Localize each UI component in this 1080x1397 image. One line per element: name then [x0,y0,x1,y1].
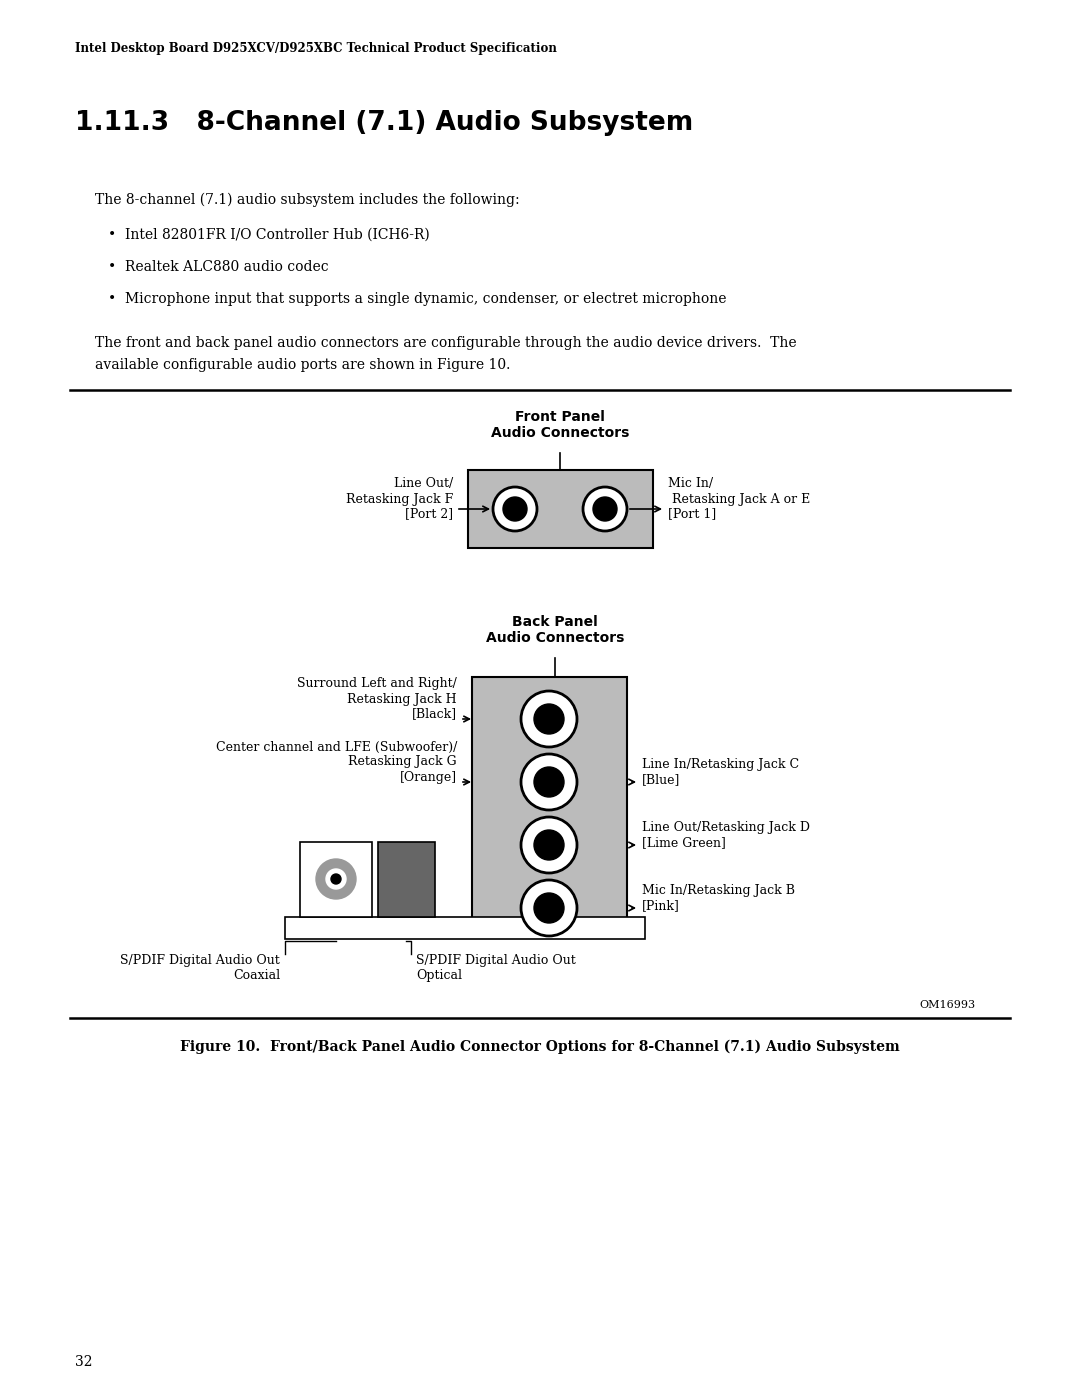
Text: Line Out/
Retasking Jack F
[Port 2]: Line Out/ Retasking Jack F [Port 2] [346,478,453,521]
Bar [285,916,645,939]
Circle shape [521,754,577,810]
Text: Realtek ALC880 audio codec: Realtek ALC880 audio codec [125,260,328,274]
Circle shape [492,488,537,531]
Circle shape [521,817,577,873]
Text: •: • [108,228,117,242]
Circle shape [534,704,564,733]
Circle shape [521,692,577,747]
Circle shape [503,497,527,521]
Bar [472,678,627,928]
Circle shape [330,875,341,884]
Circle shape [534,767,564,798]
Text: Line In/Retasking Jack C
[Blue]: Line In/Retasking Jack C [Blue] [642,759,799,787]
Text: Intel Desktop Board D925XCV/D925XBC Technical Product Specification: Intel Desktop Board D925XCV/D925XBC Tech… [75,42,557,54]
Text: Mic In/Retasking Jack B
[Pink]: Mic In/Retasking Jack B [Pink] [642,884,795,912]
Text: 1.11.3   8-Channel (7.1) Audio Subsystem: 1.11.3 8-Channel (7.1) Audio Subsystem [75,110,693,136]
Text: Back Panel
Audio Connectors: Back Panel Audio Connectors [486,615,624,645]
Text: 32: 32 [75,1355,93,1369]
Circle shape [521,880,577,936]
Text: Microphone input that supports a single dynamic, condenser, or electret micropho: Microphone input that supports a single … [125,292,727,306]
Bar [300,842,372,916]
Text: Surround Left and Right/
Retasking Jack H
[Black]: Surround Left and Right/ Retasking Jack … [297,678,457,721]
Circle shape [534,830,564,861]
Text: OM16993: OM16993 [919,1000,975,1010]
Circle shape [593,497,617,521]
Text: Front Panel
Audio Connectors: Front Panel Audio Connectors [490,409,630,440]
Text: •: • [108,260,117,274]
Circle shape [326,869,346,888]
Text: S/PDIF Digital Audio Out
Coaxial: S/PDIF Digital Audio Out Coaxial [120,954,280,982]
Text: S/PDIF Digital Audio Out
Optical: S/PDIF Digital Audio Out Optical [416,954,576,982]
Circle shape [316,859,356,900]
Circle shape [534,893,564,923]
Text: Intel 82801FR I/O Controller Hub (ICH6-R): Intel 82801FR I/O Controller Hub (ICH6-R… [125,228,430,242]
Text: Center channel and LFE (Subwoofer)/
Retasking Jack G
[Orange]: Center channel and LFE (Subwoofer)/ Reta… [216,740,457,784]
Text: Line Out/Retasking Jack D
[Lime Green]: Line Out/Retasking Jack D [Lime Green] [642,821,810,849]
Text: The 8-channel (7.1) audio subsystem includes the following:: The 8-channel (7.1) audio subsystem incl… [95,193,519,207]
Circle shape [583,488,627,531]
Text: Figure 10.  Front/Back Panel Audio Connector Options for 8-Channel (7.1) Audio S: Figure 10. Front/Back Panel Audio Connec… [180,1039,900,1055]
Text: Mic In/
 Retasking Jack A or E
[Port 1]: Mic In/ Retasking Jack A or E [Port 1] [669,478,810,521]
Text: available configurable audio ports are shown in Figure 10.: available configurable audio ports are s… [95,358,511,372]
Text: The front and back panel audio connectors are configurable through the audio dev: The front and back panel audio connector… [95,337,797,351]
Text: •: • [108,292,117,306]
Bar [468,469,653,548]
Bar [378,842,435,916]
